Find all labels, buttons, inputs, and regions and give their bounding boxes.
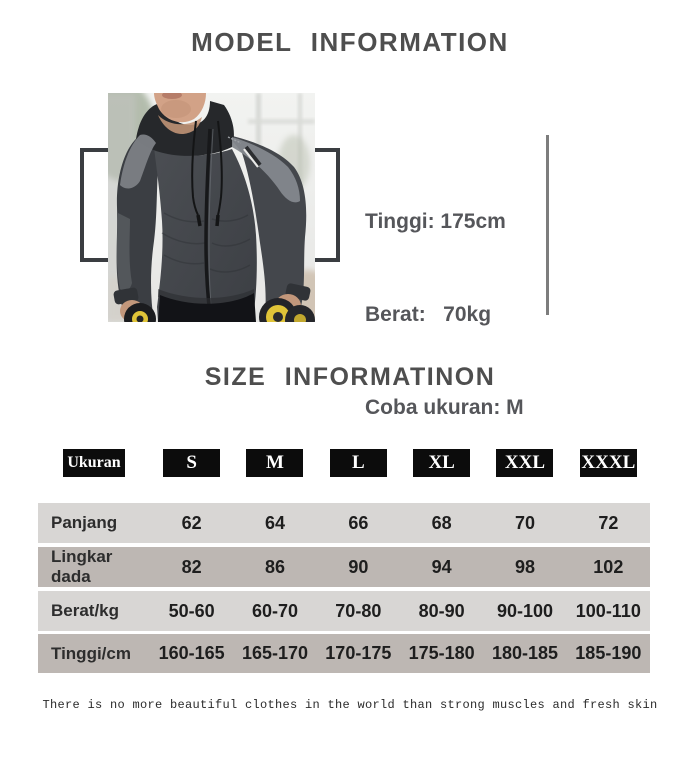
table-cell: 185-190 bbox=[575, 643, 642, 663]
dumbbells bbox=[124, 298, 315, 322]
spec-line-ukuran: Coba ukuran: M bbox=[365, 396, 524, 419]
size-header-xl: XL bbox=[413, 449, 471, 477]
size-header-s: S bbox=[163, 449, 221, 477]
table-cell: 98 bbox=[514, 556, 535, 577]
table-cell: 86 bbox=[264, 556, 285, 577]
table-row-berat: Berat/kg 50-60 60-70 70-80 80-90 90-100 … bbox=[38, 591, 650, 631]
spec-line-tinggi: Tinggi: 175cm bbox=[365, 210, 506, 233]
table-cell: 82 bbox=[181, 556, 202, 577]
size-header-xxl: XXL bbox=[496, 449, 554, 477]
size-table-header: Ukuran S M L XL XXL XXXL bbox=[38, 449, 650, 477]
model-photo bbox=[108, 93, 315, 322]
row-label: Tinggi/cm bbox=[51, 643, 131, 663]
row-label: Panjang bbox=[51, 513, 118, 532]
spec-line-berat: Berat: 70kg bbox=[365, 303, 492, 326]
table-row-panjang: Panjang 62 64 66 68 70 72 bbox=[38, 503, 650, 543]
table-cell: 100-110 bbox=[575, 600, 641, 621]
row-label: Lingkar dada bbox=[51, 547, 113, 586]
table-cell: 66 bbox=[348, 512, 369, 533]
table-cell: 94 bbox=[431, 556, 452, 577]
table-cell: 64 bbox=[264, 512, 285, 533]
size-header-xxxl: XXXL bbox=[579, 449, 637, 477]
table-cell: 70-80 bbox=[335, 600, 382, 621]
table-cell: 175-180 bbox=[408, 643, 475, 663]
table-cell: 72 bbox=[598, 512, 619, 533]
footer-note: There is no more beautiful clothes in th… bbox=[42, 698, 658, 712]
size-header-ukuran: Ukuran bbox=[63, 449, 125, 477]
size-header-l: L bbox=[329, 449, 387, 477]
model-section-title: MODEL INFORMATION bbox=[191, 27, 509, 57]
size-header-m: M bbox=[246, 449, 304, 477]
table-row-tinggi: Tinggi/cm 160-165 165-170 170-175 175-18… bbox=[38, 634, 650, 673]
table-cell: 170-175 bbox=[325, 643, 392, 663]
row-label: Berat/kg bbox=[51, 601, 120, 620]
table-cell: 180-185 bbox=[491, 643, 559, 663]
table-cell: 160-165 bbox=[158, 643, 225, 663]
vertical-divider-line bbox=[546, 135, 549, 315]
model-figure bbox=[113, 93, 311, 322]
table-cell: 165-170 bbox=[241, 643, 309, 663]
table-cell: 90-100 bbox=[496, 600, 554, 621]
table-row-lingkar-dada: Lingkar dada 82 86 90 94 98 102 bbox=[38, 547, 650, 587]
table-cell: 80-90 bbox=[418, 600, 465, 621]
size-section-title: SIZE INFORMATINON bbox=[204, 363, 496, 391]
table-cell: 70 bbox=[514, 512, 535, 533]
table-cell: 50-60 bbox=[168, 600, 215, 621]
table-cell: 60-70 bbox=[251, 600, 299, 621]
table-cell: 62 bbox=[181, 512, 202, 533]
model-specs: Tinggi: 175cm Berat: 70kg Coba ukuran: M bbox=[365, 144, 524, 485]
table-cell: 102 bbox=[593, 556, 624, 577]
table-cell: 68 bbox=[431, 512, 452, 533]
table-cell: 90 bbox=[348, 556, 369, 577]
model-photo-illustration bbox=[108, 93, 315, 322]
